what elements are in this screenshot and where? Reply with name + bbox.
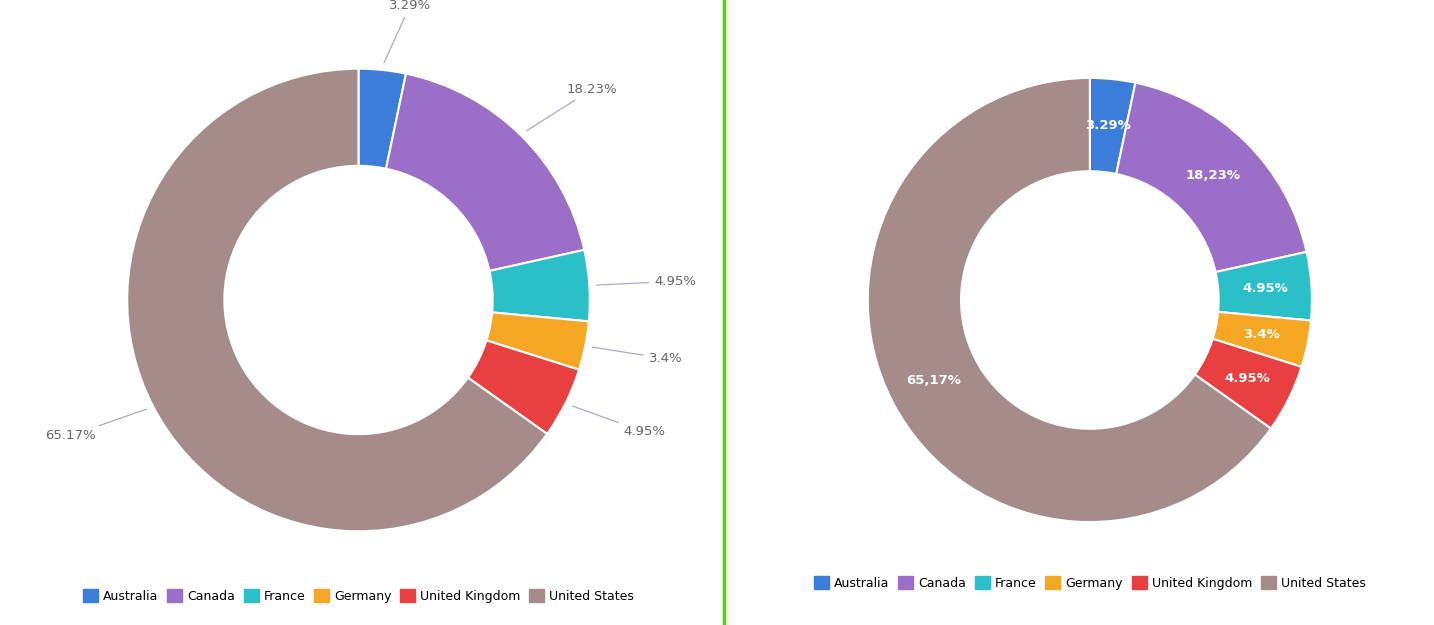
Wedge shape (868, 78, 1271, 522)
Text: 3.4%: 3.4% (1243, 328, 1281, 341)
Wedge shape (358, 69, 406, 169)
Text: 65,17%: 65,17% (906, 374, 961, 387)
Text: 4.95%: 4.95% (1225, 372, 1269, 384)
Wedge shape (128, 69, 548, 531)
Text: 4.95%: 4.95% (572, 406, 665, 438)
Text: 3.29%: 3.29% (384, 0, 432, 63)
Text: 65.17%: 65.17% (44, 409, 146, 442)
Wedge shape (1116, 82, 1306, 272)
Wedge shape (1216, 252, 1312, 321)
Wedge shape (489, 250, 589, 321)
Text: 3.4%: 3.4% (592, 347, 683, 365)
Wedge shape (1213, 312, 1311, 367)
Text: 3.29%: 3.29% (1086, 119, 1131, 132)
Text: 4.95%: 4.95% (597, 275, 695, 288)
Text: 18.23%: 18.23% (526, 83, 617, 131)
Legend: Australia, Canada, France, Germany, United Kingdom, United States: Australia, Canada, France, Germany, Unit… (77, 584, 640, 608)
Wedge shape (486, 312, 589, 370)
Text: 4.95%: 4.95% (1242, 282, 1288, 296)
Wedge shape (1195, 339, 1302, 429)
Text: 18,23%: 18,23% (1186, 169, 1240, 182)
Wedge shape (1090, 78, 1136, 174)
Wedge shape (467, 341, 579, 434)
Wedge shape (386, 74, 584, 271)
Legend: Australia, Canada, France, Germany, United Kingdom, United States: Australia, Canada, France, Germany, Unit… (809, 571, 1371, 595)
